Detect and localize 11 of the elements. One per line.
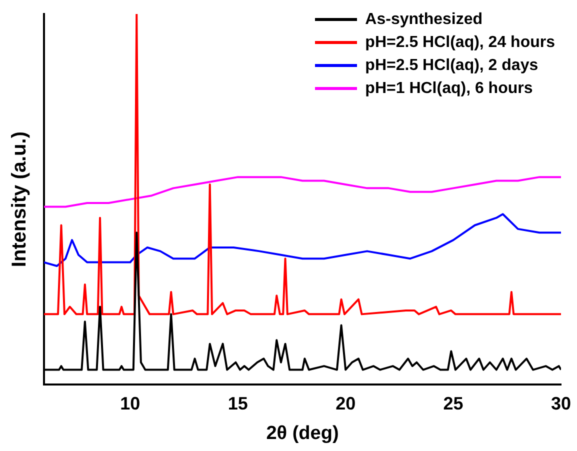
x-tick-label: 20 (336, 393, 356, 414)
legend-label: pH=2.5 HCl(aq), 2 days (365, 56, 538, 76)
legend-label: pH=1 HCl(aq), 6 hours (365, 79, 533, 99)
x-tick-label: 15 (228, 393, 248, 414)
y-axis-title: Intensity (a.u.) (8, 132, 31, 268)
x-tick-label: 30 (550, 393, 572, 414)
legend-label: pH=2.5 HCl(aq), 24 hours (365, 33, 555, 53)
x-tick-label: 25 (443, 393, 464, 414)
legend-label: As-synthesized (365, 10, 483, 30)
x-tick-label: 10 (120, 393, 140, 414)
x-axis-title: 2θ (deg) (266, 422, 339, 444)
